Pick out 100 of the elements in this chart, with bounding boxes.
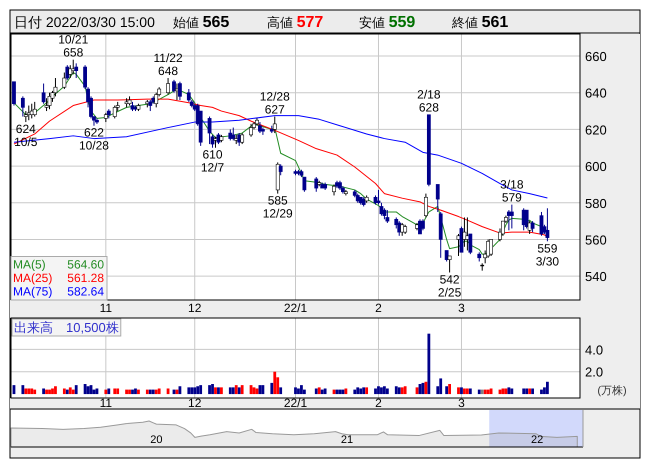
bar [546,382,549,394]
x-tick-label: 22/1 [284,301,308,315]
candlestick [20,96,25,118]
bar [342,390,344,394]
candlestick [166,78,170,96]
bar [332,390,336,394]
annotation: 12/28 627 [260,90,290,117]
annotation: 585 12/29 [262,194,294,221]
candlestick [489,238,493,256]
candlestick [376,189,380,206]
x-tick-label: 22 [531,434,544,446]
bar [252,387,256,394]
bar [211,384,214,394]
bar [486,390,490,394]
bar [72,390,75,394]
annotation: 559 3/30 [536,241,560,268]
candlestick [338,180,342,190]
candlestick [48,92,52,110]
bar [448,384,452,394]
bar [154,390,158,394]
x-tick-label: 22/1 [284,396,308,410]
candlestick [314,176,318,192]
x-tick-label: 11 [100,301,112,315]
candlestick [12,81,16,106]
candlestick [356,193,360,204]
bar [148,390,152,394]
annotation: 542 2/25 [438,272,462,300]
bar [377,386,380,394]
x-tick-label: 2 [375,301,382,315]
bar [250,385,252,394]
x-tick-label: 21 [340,434,354,446]
candlestick [546,208,550,242]
bar [297,388,300,394]
bar [178,386,182,394]
candlestick [418,218,422,234]
candlestick [272,116,277,134]
bar [256,388,258,394]
bar [152,390,155,394]
bar [466,388,469,394]
candlestick [62,72,66,90]
candlestick [380,202,384,216]
bar [445,386,448,394]
candlestick [231,127,236,141]
y-tick-label: 600 [585,159,607,174]
x-tick-label: 3 [458,396,466,410]
y-tick-label: 620 [585,122,607,138]
annotation: 622 10/28 [78,126,110,153]
y-tick-label: 660 [585,49,607,64]
bar [528,388,532,394]
bar [96,388,98,394]
bar [273,372,276,394]
bar [336,390,338,394]
bar [84,384,86,394]
text: MA(5) 564.60 [13,258,104,272]
candlestick [172,79,176,94]
bar [220,387,223,394]
candlestick [468,233,472,255]
bar [131,390,134,394]
candlestick [444,250,449,262]
candlestick [362,196,366,207]
bar [208,385,211,394]
bar [234,385,238,394]
candlestick [216,132,220,145]
bar [137,390,140,394]
candlestick [462,216,466,248]
text: 安値 559 [359,14,416,31]
candlestick [128,96,132,106]
bar [344,388,348,394]
candlestick [178,81,182,101]
bar [166,388,170,394]
bar [324,388,327,394]
y-tick-label: 540 [585,269,607,284]
bar [33,390,36,394]
bar [86,386,90,394]
x-tick-label: 2 [375,396,382,410]
candlestick [524,210,529,229]
bar [490,388,492,394]
bar [214,387,217,394]
bar [294,387,297,394]
x-tick-label: 12 [188,301,202,315]
candlestick [403,224,408,234]
chart-title: 出来高 10,500株 [14,320,119,335]
candlestick [421,218,425,231]
bar [42,388,45,394]
text: 始値 565 [173,14,230,31]
candlestick [258,122,262,134]
bar [134,388,137,394]
y-tick-label: 560 [585,232,607,248]
candlestick [460,226,464,253]
candlestick [448,255,452,273]
candlestick [249,123,253,138]
candlestick [32,101,37,118]
y-axis-title: (万株) [597,384,627,397]
y-tick-label: 2.0 [585,364,604,380]
bar [300,385,303,394]
bar [463,388,466,394]
y-tick-label: 640 [585,86,607,101]
candlestick [148,100,152,112]
candlestick [112,105,117,119]
bar [422,382,424,394]
